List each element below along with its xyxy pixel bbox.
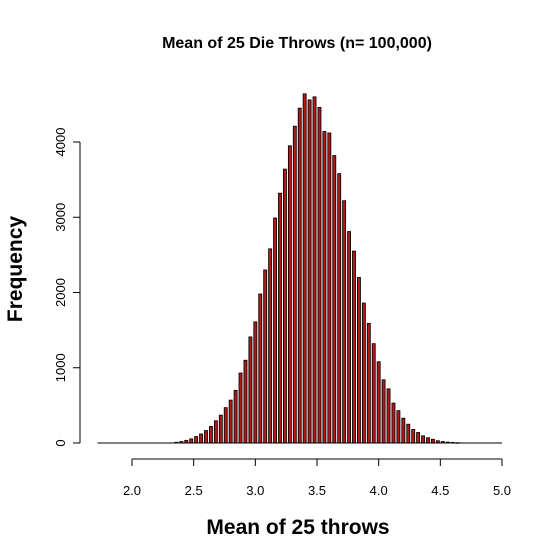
histogram-bar	[317, 106, 322, 444]
histogram-bar	[253, 321, 258, 444]
histogram-bar	[302, 93, 307, 444]
histogram-bar	[342, 200, 347, 444]
y-tick-label: 1000	[53, 353, 68, 382]
histogram-bar	[337, 173, 342, 444]
histogram-bar	[243, 359, 248, 444]
x-axis: 2.0 2.5 3.0 3.5 4.0 4.5 5.0	[123, 458, 511, 498]
x-tick-label: 5.0	[493, 483, 511, 498]
histogram-bar	[401, 417, 406, 444]
histogram-bar	[356, 277, 361, 444]
histogram-bar	[347, 231, 352, 444]
histogram-bar	[406, 423, 411, 444]
histogram-bar	[204, 430, 208, 444]
histogram-bar	[218, 414, 223, 444]
histogram-bar	[292, 125, 297, 444]
bars-group	[174, 93, 460, 444]
histogram-bar	[426, 437, 430, 444]
x-tick-label: 4.0	[370, 483, 388, 498]
x-tick-label: 2.5	[185, 483, 203, 498]
histogram-bar	[233, 389, 238, 444]
histogram-bar	[282, 168, 287, 444]
y-tick-label: 3000	[53, 203, 68, 232]
histogram-bar	[273, 217, 278, 444]
histogram-bar	[322, 131, 327, 444]
chart-title: Mean of 25 Die Throws (n= 100,000)	[162, 35, 432, 52]
histogram-bar	[248, 336, 253, 444]
histogram-bar	[307, 99, 312, 444]
histogram-bar	[386, 388, 391, 444]
histogram-bar	[352, 250, 356, 444]
histogram-bar	[396, 410, 401, 444]
x-tick-label: 3.5	[308, 483, 326, 498]
histogram-bar	[416, 432, 421, 444]
y-axis-label: Frequency	[4, 216, 27, 323]
y-tick-label: 0	[53, 439, 68, 446]
histogram-bar	[332, 155, 337, 444]
histogram-bar	[366, 322, 371, 444]
histogram-bar	[278, 192, 282, 444]
histogram-bar	[189, 438, 194, 444]
histogram-bar	[312, 96, 317, 444]
histogram-bar	[268, 248, 273, 444]
histogram-bar	[194, 436, 199, 444]
histogram-bar	[263, 269, 268, 444]
histogram-bar	[381, 379, 386, 444]
histogram-bar	[228, 399, 233, 444]
histogram-bar	[371, 343, 376, 444]
histogram-bar	[213, 420, 218, 444]
x-tick-label: 3.0	[246, 483, 264, 498]
x-axis-label: Mean of 25 throws	[206, 516, 389, 539]
histogram-bar	[258, 293, 263, 444]
x-tick-label: 2.0	[123, 483, 141, 498]
y-tick-label: 2000	[53, 278, 68, 307]
y-axis: 0 1000 2000 3000 4000	[53, 128, 81, 447]
x-tick-label: 4.5	[431, 483, 449, 498]
histogram-bar	[411, 429, 416, 444]
histogram-bar	[199, 433, 203, 444]
histogram-bar	[287, 145, 292, 444]
histogram-bar	[361, 302, 366, 444]
histogram-bar	[327, 132, 332, 444]
histogram-bar	[238, 372, 243, 444]
histogram-bar	[421, 435, 426, 444]
histogram-bar	[223, 407, 228, 444]
histogram-bar	[297, 107, 302, 444]
histogram-bar	[430, 438, 435, 444]
y-tick-label: 4000	[53, 128, 68, 157]
histogram-bar	[208, 426, 213, 444]
histogram-bar	[376, 361, 381, 444]
histogram-bar	[391, 402, 396, 444]
